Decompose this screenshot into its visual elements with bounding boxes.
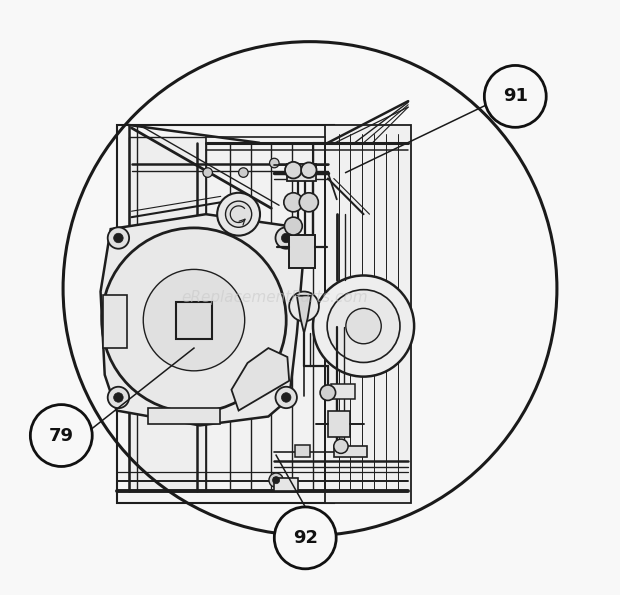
FancyBboxPatch shape — [328, 411, 350, 437]
Circle shape — [239, 168, 248, 177]
Circle shape — [313, 275, 414, 377]
Circle shape — [273, 477, 280, 484]
Circle shape — [108, 387, 129, 408]
FancyBboxPatch shape — [295, 445, 310, 457]
Circle shape — [346, 308, 381, 344]
Circle shape — [275, 387, 297, 408]
Polygon shape — [100, 214, 304, 425]
Circle shape — [334, 439, 348, 453]
Circle shape — [102, 228, 286, 412]
Circle shape — [269, 473, 283, 487]
Circle shape — [281, 393, 291, 402]
FancyBboxPatch shape — [274, 478, 298, 491]
Circle shape — [285, 217, 303, 235]
Circle shape — [301, 162, 317, 178]
Circle shape — [299, 193, 318, 212]
Circle shape — [217, 193, 260, 236]
FancyBboxPatch shape — [334, 446, 366, 457]
Circle shape — [275, 227, 297, 249]
FancyBboxPatch shape — [175, 302, 213, 339]
Circle shape — [143, 270, 245, 371]
FancyBboxPatch shape — [103, 295, 126, 348]
Polygon shape — [297, 296, 311, 333]
Circle shape — [226, 201, 252, 227]
FancyBboxPatch shape — [288, 164, 316, 181]
Circle shape — [484, 65, 546, 127]
Circle shape — [327, 290, 400, 362]
FancyBboxPatch shape — [206, 137, 325, 491]
Circle shape — [289, 292, 319, 321]
FancyBboxPatch shape — [288, 235, 315, 268]
FancyBboxPatch shape — [325, 125, 411, 503]
FancyBboxPatch shape — [117, 125, 334, 503]
Circle shape — [108, 227, 129, 249]
FancyBboxPatch shape — [331, 384, 355, 399]
Text: 91: 91 — [503, 87, 528, 105]
FancyBboxPatch shape — [148, 408, 219, 424]
FancyBboxPatch shape — [128, 137, 206, 491]
Circle shape — [113, 393, 123, 402]
Circle shape — [285, 162, 302, 178]
Circle shape — [113, 233, 123, 243]
Text: 92: 92 — [293, 529, 317, 547]
Circle shape — [320, 385, 335, 400]
Circle shape — [30, 405, 92, 466]
Text: 79: 79 — [49, 427, 74, 444]
Circle shape — [203, 168, 213, 177]
Circle shape — [281, 233, 291, 243]
Circle shape — [270, 158, 279, 168]
Circle shape — [284, 193, 303, 212]
Polygon shape — [231, 348, 289, 411]
Circle shape — [274, 507, 336, 569]
Text: eReplacementParts.com: eReplacementParts.com — [181, 290, 368, 305]
